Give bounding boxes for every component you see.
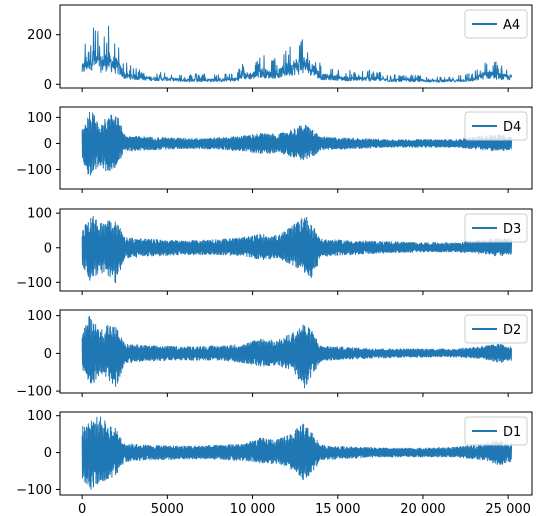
y-tick-label: −100	[16, 483, 52, 498]
y-tick-label: 100	[27, 409, 52, 424]
series-line-d4	[81, 111, 513, 176]
y-tick-label: 0	[44, 347, 52, 362]
panel-d4: −100 0 100 D4	[16, 106, 533, 193]
y-tick-label: −100	[16, 385, 52, 400]
legend-label: D3	[503, 222, 521, 237]
series-line-d2	[81, 315, 513, 389]
panel-d3: −100 0 100 D3	[16, 207, 533, 295]
legend: D4	[464, 111, 528, 141]
y-tick-label: 100	[27, 309, 52, 324]
axes-frame	[59, 411, 533, 496]
y-tick-label: 0	[44, 78, 52, 93]
series-line-d1	[81, 416, 513, 490]
y-tick-label: −100	[16, 276, 52, 291]
x-tick-label: 20 000	[400, 502, 446, 516]
y-tick-label: 0	[44, 446, 52, 461]
axes-frame	[59, 4, 533, 89]
panel-d1: −100 0 100 0 5000 10 000 15 000 20 000 25 000 D1	[16, 409, 533, 516]
legend: D1	[464, 416, 528, 446]
legend-label: D4	[503, 120, 521, 135]
series-line-a4	[81, 25, 513, 83]
axes-frame	[59, 106, 533, 190]
x-tick-label: 10 000	[230, 502, 276, 516]
y-tick-label: 100	[27, 207, 52, 222]
y-tick-label: 200	[27, 28, 52, 43]
y-tick-label: 100	[27, 111, 52, 126]
legend: D3	[464, 213, 528, 243]
panel-d2: −100 0 100 D2	[16, 309, 533, 400]
y-tick-label: −100	[16, 163, 52, 178]
series-line-d3	[81, 216, 513, 284]
y-tick-label: 0	[44, 137, 52, 152]
legend: A4	[464, 9, 528, 39]
legend: D2	[464, 314, 528, 344]
panel-a4: 0 200 A4	[27, 4, 533, 93]
x-tick-label: 25 000	[485, 502, 531, 516]
legend-label: A4	[503, 18, 520, 33]
x-tick-label: 15 000	[315, 502, 361, 516]
legend-label: D2	[503, 323, 521, 338]
legend-label: D1	[503, 425, 521, 440]
x-tick-label: 5000	[151, 502, 184, 516]
y-tick-label: 0	[44, 241, 52, 256]
axes-frame	[59, 208, 533, 292]
x-tick-label: 0	[78, 502, 86, 516]
axes-frame	[59, 309, 533, 394]
